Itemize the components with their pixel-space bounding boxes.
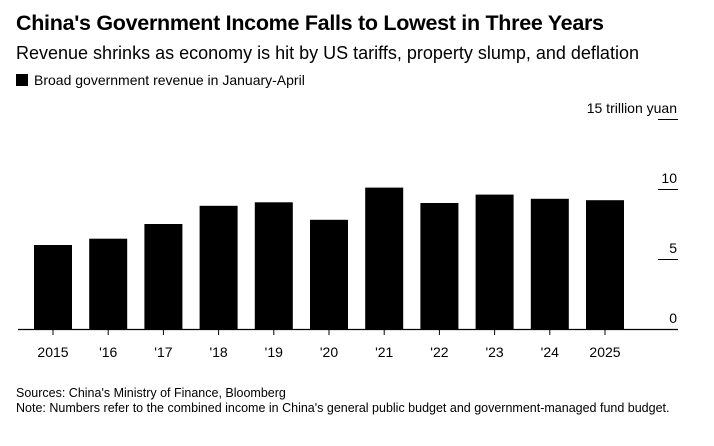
x-tick-label: 2025 [589, 344, 620, 360]
y-tick-label: 15 trillion yuan [587, 100, 677, 116]
legend: Broad government revenue in January-Apri… [16, 72, 305, 88]
bar [144, 224, 183, 329]
y-tick-label: 10 [661, 170, 677, 186]
footnote: Note: Numbers refer to the combined inco… [16, 401, 670, 415]
bar [420, 203, 459, 329]
x-tick-label: '18 [209, 344, 227, 360]
sources-note: Sources: China's Ministry of Finance, Bl… [16, 386, 286, 400]
bar [586, 200, 624, 329]
x-tick-label: '24 [541, 344, 559, 360]
x-tick-label: '16 [99, 344, 117, 360]
x-tick-label: '21 [375, 344, 393, 360]
bar [530, 198, 569, 329]
chart-subtitle: Revenue shrinks as economy is hit by US … [16, 43, 639, 63]
bar [310, 219, 348, 329]
x-tick-label: '22 [430, 344, 448, 360]
x-tick-label: '23 [485, 344, 503, 360]
bar [475, 194, 514, 329]
x-tick-label: '17 [154, 344, 172, 360]
footer: Sources: China's Ministry of Finance, Bl… [16, 386, 706, 416]
legend-swatch [16, 74, 28, 86]
bar [89, 238, 128, 329]
chart-title: China's Government Income Falls to Lowes… [16, 11, 604, 35]
legend-label: Broad government revenue in January-Apri… [34, 72, 305, 88]
x-tick-label: '19 [265, 344, 283, 360]
bar [365, 187, 404, 329]
bar [34, 245, 72, 329]
x-tick-label: 2015 [37, 344, 68, 360]
y-tick-label: 0 [669, 310, 677, 326]
x-tick-label: '20 [320, 344, 338, 360]
y-tick-label: 5 [669, 240, 677, 256]
bar [199, 205, 238, 329]
bar [254, 202, 293, 329]
